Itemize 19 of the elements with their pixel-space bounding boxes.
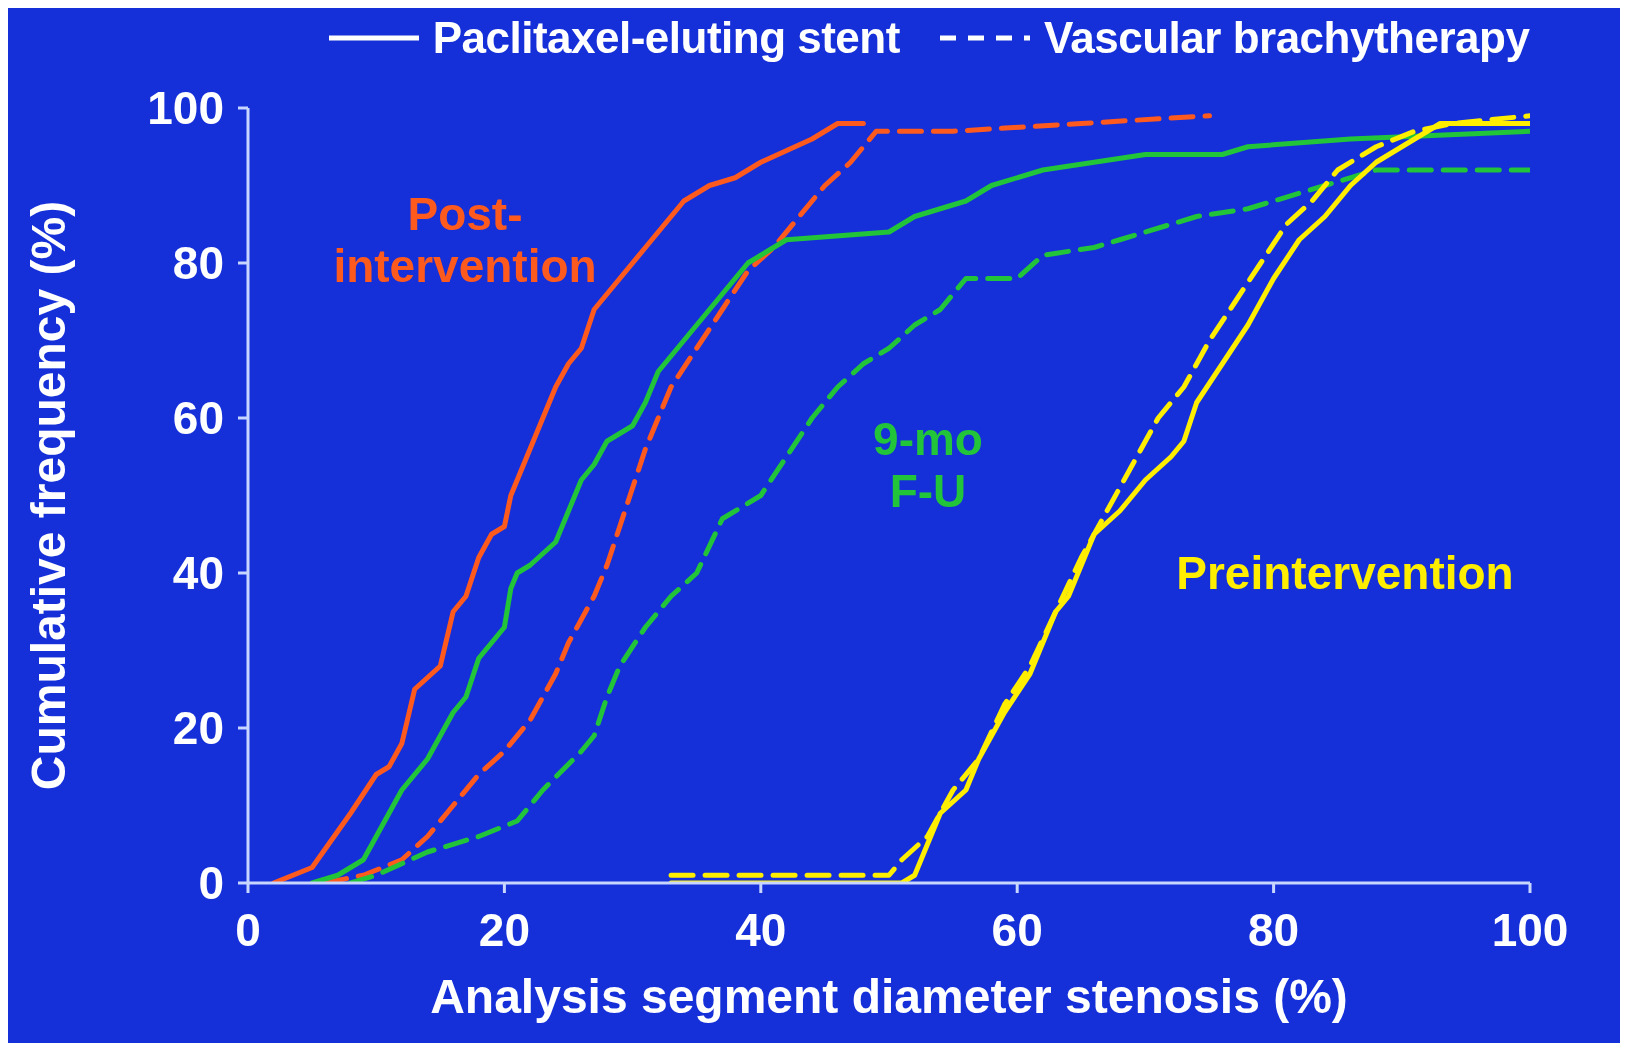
- annotation: 9-mo F-U: [873, 413, 983, 517]
- x-axis-title: Analysis segment diameter stenosis (%): [430, 970, 1348, 1023]
- y-tick-label: 0: [198, 857, 224, 910]
- series-label: Vascular brachytherapy: [1043, 13, 1530, 63]
- annotation: Post- intervention: [333, 188, 597, 292]
- x-tick-label: 20: [478, 903, 530, 956]
- y-tick-label: 20: [172, 702, 224, 755]
- x-tick-label: 100: [1491, 903, 1569, 956]
- y-tick-label: 60: [172, 392, 224, 445]
- annotation: Preintervention: [1176, 547, 1514, 599]
- x-tick-label: 80: [1248, 903, 1300, 956]
- y-tick-label: 40: [172, 547, 224, 600]
- y-axis-title: Cumulative frequency (%): [22, 200, 76, 791]
- y-tick-label: 80: [172, 237, 224, 290]
- x-tick-label: 0: [235, 903, 261, 956]
- x-tick-label: 60: [991, 903, 1043, 956]
- y-tick-label: 100: [147, 82, 224, 135]
- x-tick-label: 40: [735, 903, 787, 956]
- series-label: Paclitaxel-eluting stent: [432, 13, 900, 63]
